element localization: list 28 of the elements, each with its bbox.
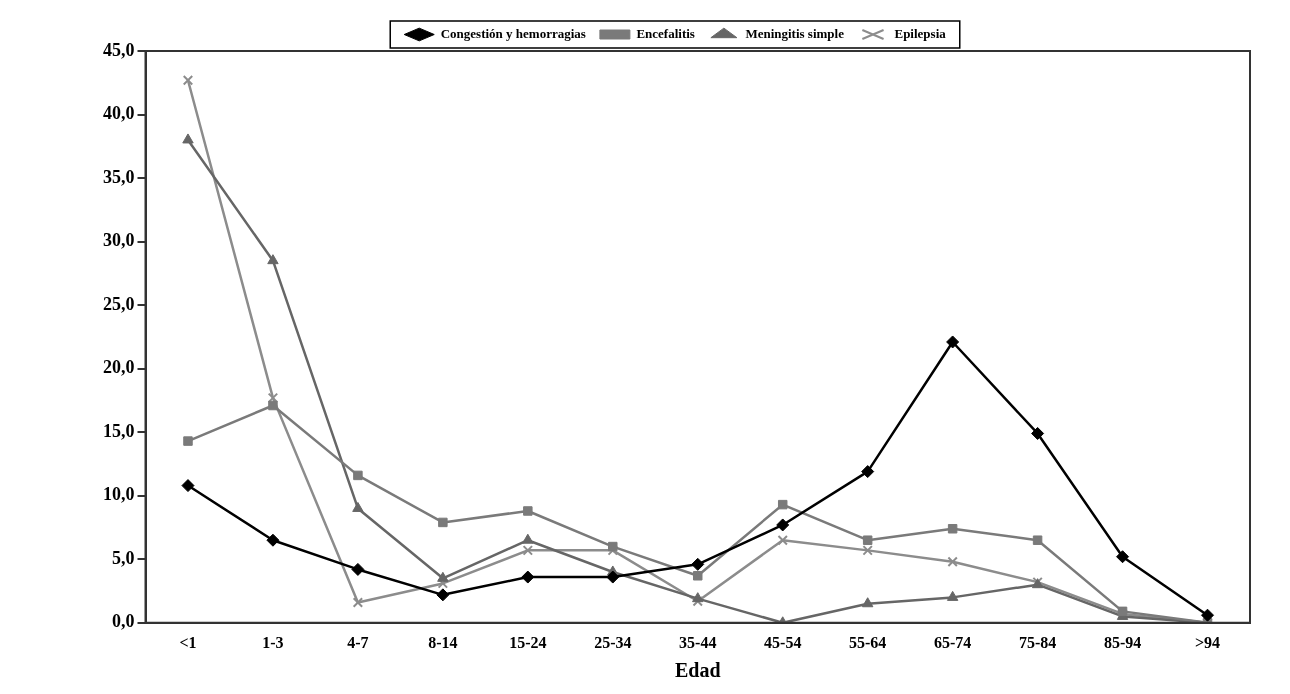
x-tick-label: >94	[1194, 633, 1221, 651]
legend-label: Encefalitis	[636, 25, 695, 41]
x-tick-label: 1-3	[262, 633, 284, 651]
x-tick-label: 85-94	[1103, 633, 1142, 651]
y-tick-label: 30,0	[103, 230, 135, 251]
x-tick-label: 4-7	[347, 633, 369, 651]
y-tick-label: 25,0	[103, 293, 135, 314]
legend-label: Epilepsia	[894, 25, 947, 41]
y-tick-label: 45,0	[103, 39, 135, 60]
x-axis-title: Edad	[674, 659, 721, 682]
legend-label: Congestión y hemorragias	[440, 25, 586, 41]
y-tick-label: 20,0	[103, 357, 135, 378]
x-tick-label: 35-44	[679, 633, 717, 651]
y-tick-label: 40,0	[103, 103, 135, 124]
y-tick-label: 0,0	[112, 611, 135, 632]
x-tick-label: 25-34	[594, 633, 632, 651]
y-tick-label: 35,0	[103, 166, 135, 187]
y-tick-label: 15,0	[103, 420, 135, 441]
x-tick-label: 65-74	[933, 633, 972, 651]
x-tick-label: 75-84	[1018, 633, 1057, 651]
x-tick-label: 15-24	[509, 633, 547, 651]
x-tick-label: 55-64	[849, 633, 887, 651]
y-tick-label: 5,0	[112, 547, 135, 568]
legend-label: Meningitis simple	[745, 25, 845, 41]
x-tick-label: <1	[179, 633, 197, 651]
x-tick-label: 8-14	[428, 633, 458, 651]
y-tick-label: 10,0	[103, 484, 135, 505]
x-tick-label: 45-54	[764, 633, 802, 651]
